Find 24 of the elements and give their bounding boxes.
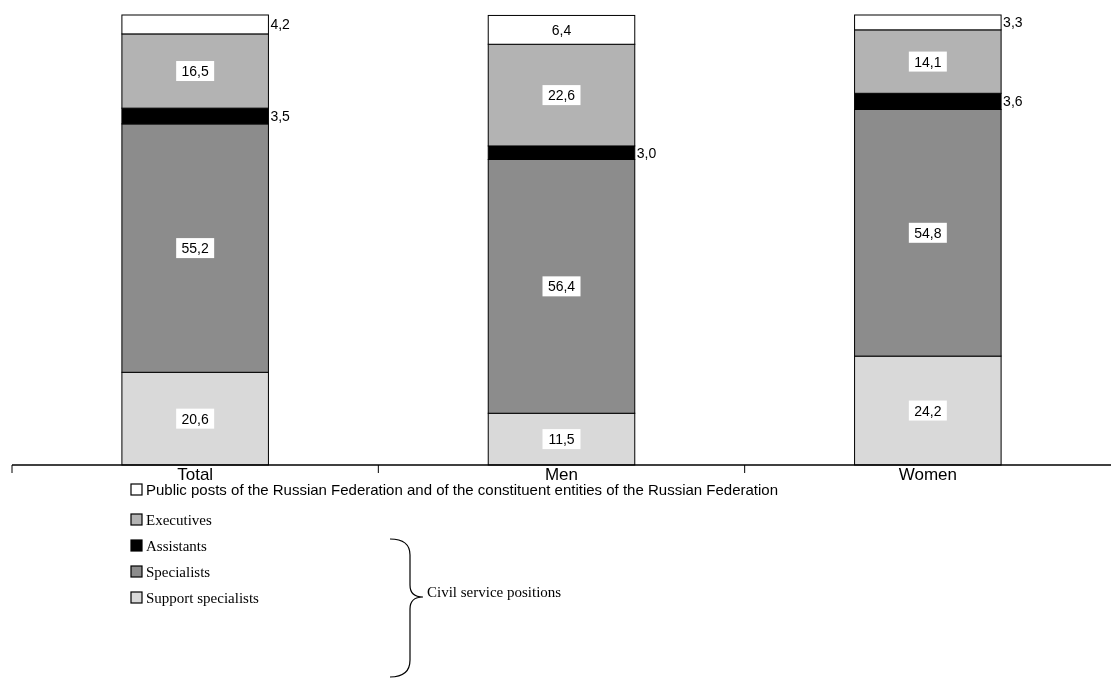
legend-label: Specialists	[146, 564, 211, 580]
legend-label: Assistants	[146, 538, 207, 554]
data-label: 22,6	[547, 87, 576, 104]
legend-label: Public posts of the Russian Federation and of the constituent entities of the Russian Federation	[146, 481, 779, 498]
data-label: 24,2	[914, 402, 942, 419]
data-label: 3,6	[1003, 93, 1023, 110]
data-label: 14,1	[914, 53, 942, 70]
data-label: 11,5	[548, 431, 575, 448]
data-label: 55,2	[181, 240, 209, 257]
legend-label: Support specialists	[146, 590, 260, 606]
data-label: 6,4	[551, 21, 572, 38]
data-label: 54,8	[914, 224, 942, 241]
data-label: 3,3	[1003, 14, 1023, 31]
legend-label: Executives	[146, 512, 212, 528]
x-tick-label: Total	[177, 465, 214, 484]
x-tick-label: Women	[898, 465, 957, 484]
data-label: 56,4	[547, 278, 576, 295]
data-label: 20,6	[181, 410, 209, 427]
text: Civil service positions	[427, 584, 562, 600]
x-tick-label: Men	[544, 465, 579, 484]
data-label: 3,0	[636, 144, 657, 161]
data-label: 16,5	[181, 63, 209, 80]
data-label: 4,2	[270, 16, 291, 33]
data-label: 3,5	[270, 108, 291, 125]
